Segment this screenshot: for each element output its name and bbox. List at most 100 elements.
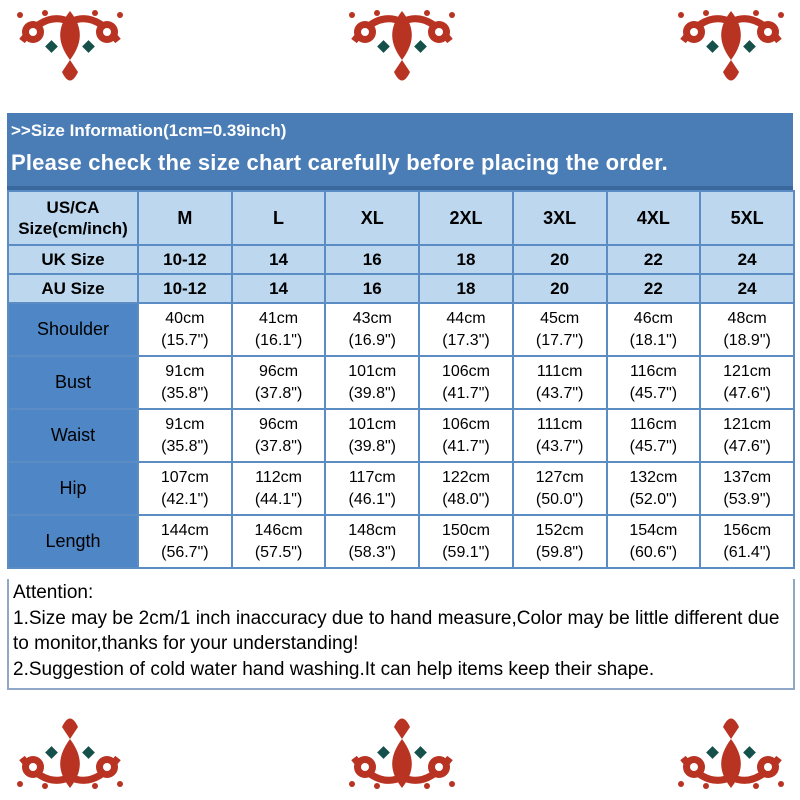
row-label: Bust <box>7 355 139 410</box>
measure-cell: 150cm (59.1") <box>418 514 514 569</box>
measure-inch: (52.0") <box>629 490 678 508</box>
size-chart-head: US/CA Size(cm/inch) M L XL 2XL 3XL 4XL 5XL <box>7 190 795 246</box>
attention-note-1: 1.Size may be 2cm/1 inch inaccuracy due … <box>13 607 780 655</box>
measure-inch: (42.1") <box>161 490 209 508</box>
measure-cell: 148cm (58.3") <box>324 514 421 569</box>
size-cell: 14 <box>230 273 327 304</box>
size-cell: 22 <box>605 273 702 304</box>
attention-note-2: 2.Suggestion of cold water hand washing.… <box>13 658 655 680</box>
size-cell: 18 <box>418 244 514 275</box>
measure-inch: (15.7") <box>161 331 209 349</box>
measure-cell: 152cm (59.8") <box>511 514 608 569</box>
measure-cell: 106cm (41.7") <box>418 355 514 410</box>
measure-cm: 41cm <box>258 309 299 327</box>
size-col-header: XL <box>324 190 421 246</box>
measure-cm: 46cm <box>633 309 673 327</box>
measure-cell: 43cm (16.9") <box>324 302 421 357</box>
measure-cell: 96cm (37.8") <box>230 408 327 463</box>
measure-cell: 107cm (42.1") <box>137 461 233 516</box>
measure-inch: (37.8") <box>254 437 303 455</box>
us-ca-header-cell: US/CA Size(cm/inch) <box>7 190 139 246</box>
measure-cm: 116cm <box>629 415 677 433</box>
fabric-ornament-top-center-icon <box>340 5 464 91</box>
row-label: Waist <box>7 408 139 463</box>
attention-heading: Attention: <box>13 582 94 603</box>
measure-row: Hip 107cm (42.1") 112cm (44.1") 117cm (46.1") 1… <box>7 461 795 516</box>
measure-cell: 127cm (50.0") <box>511 461 608 516</box>
size-cell: 10-12 <box>137 244 233 275</box>
banner-title: >>Size Information(1cm=0.39inch) <box>11 121 287 140</box>
banner-subtitle: Please check the size chart carefully be… <box>11 150 668 175</box>
measure-cell: 44cm (17.3") <box>418 302 514 357</box>
size-col-header: 5XL <box>699 190 795 246</box>
size-col-header: L <box>230 190 327 246</box>
measure-cell: 45cm (17.7") <box>511 302 608 357</box>
measure-inch: (39.8") <box>348 437 396 455</box>
measure-cell: 91cm (35.8") <box>137 408 233 463</box>
measure-cm: 156cm <box>723 521 772 539</box>
measure-cm: 40cm <box>165 309 205 327</box>
banner: >>Size Information(1cm=0.39inch) Please … <box>7 113 793 190</box>
measure-cell: 96cm (37.8") <box>230 355 327 410</box>
measure-inch: (35.8") <box>161 437 209 455</box>
size-cell: 22 <box>605 244 702 275</box>
row-label: Shoulder <box>7 302 139 357</box>
fabric-ornament-top-right-icon <box>669 5 793 91</box>
size-cell: 20 <box>511 273 608 304</box>
fabric-ornament-top-left-icon <box>8 5 132 91</box>
measure-cell: 111cm (43.7") <box>511 355 608 410</box>
measure-cell: 117cm (46.1") <box>324 461 421 516</box>
measure-inch: (37.8") <box>254 384 303 402</box>
measure-row: Shoulder 40cm (15.7") 41cm (16.1") 43cm (16.9"… <box>7 302 795 357</box>
measure-row: Length 144cm (56.7") 146cm (57.5") 148cm (58.3… <box>7 514 795 569</box>
measure-cell: 121cm (47.6") <box>699 408 795 463</box>
size-chart-body: UK Size 10-12 14 16 18 20 22 24 AU Size 10-12 14 16… <box>7 244 795 569</box>
size-cell: 18 <box>418 273 514 304</box>
measure-inch: (41.7") <box>442 384 490 402</box>
row-label: Length <box>7 514 139 569</box>
measure-inch: (56.7") <box>161 543 209 561</box>
measure-cell: 40cm (15.7") <box>137 302 233 357</box>
measure-cell: 106cm (41.7") <box>418 408 514 463</box>
measure-inch: (16.1") <box>254 331 303 349</box>
measure-cm: 111cm <box>536 415 583 433</box>
measure-inch: (46.1") <box>348 490 396 508</box>
fabric-ornament-bottom-left-icon <box>8 708 132 794</box>
measure-cell: 146cm (57.5") <box>230 514 327 569</box>
measure-inch: (16.9") <box>348 331 396 349</box>
measure-inch: (17.3") <box>442 331 490 349</box>
measure-inch: (58.3") <box>348 543 396 561</box>
measure-row: Waist 91cm (35.8") 96cm (37.8") 101cm (39.8") 1… <box>7 408 795 463</box>
measure-cell: 137cm (53.9") <box>699 461 795 516</box>
measure-cm: 48cm <box>727 309 767 327</box>
size-col-header: 4XL <box>605 190 702 246</box>
size-cell: 10-12 <box>137 273 233 304</box>
measure-inch: (45.7") <box>629 384 678 402</box>
measure-inch: (43.7") <box>535 384 584 402</box>
fabric-ornament-bottom-center-icon <box>340 708 464 794</box>
measure-row: Bust 91cm (35.8") 96cm (37.8") 101cm (39.8") 10… <box>7 355 795 410</box>
table-header-row: US/CA Size(cm/inch) M L XL 2XL 3XL 4XL 5XL <box>7 190 795 246</box>
size-col-header: 3XL <box>511 190 608 246</box>
us-ca-label-line2: Size(cm/inch) <box>18 219 128 238</box>
measure-inch: (47.6") <box>723 437 771 455</box>
measure-cm: 152cm <box>535 521 584 539</box>
measure-inch: (17.7") <box>535 331 584 349</box>
measure-inch: (44.1") <box>254 490 303 508</box>
measure-cell: 122cm (48.0") <box>418 461 514 516</box>
measure-cell: 91cm (35.8") <box>137 355 233 410</box>
size-col-header: M <box>137 190 233 246</box>
measure-cell: 46cm (18.1") <box>605 302 702 357</box>
size-col-header: 2XL <box>418 190 514 246</box>
measure-cell: 121cm (47.6") <box>699 355 795 410</box>
measure-inch: (43.7") <box>535 437 584 455</box>
measure-cell: 154cm (60.6") <box>605 514 702 569</box>
attention-box: Attention: 1.Size may be 2cm/1 inch inac… <box>7 579 795 690</box>
measure-cell: 156cm (61.4") <box>699 514 795 569</box>
measure-cm: 132cm <box>629 468 678 486</box>
measure-cell: 41cm (16.1") <box>230 302 327 357</box>
measure-cm: 121cm <box>723 362 772 380</box>
measure-inch: (57.5") <box>254 543 303 561</box>
measure-cm: 106cm <box>441 415 490 433</box>
measure-cm: 111cm <box>536 362 583 380</box>
